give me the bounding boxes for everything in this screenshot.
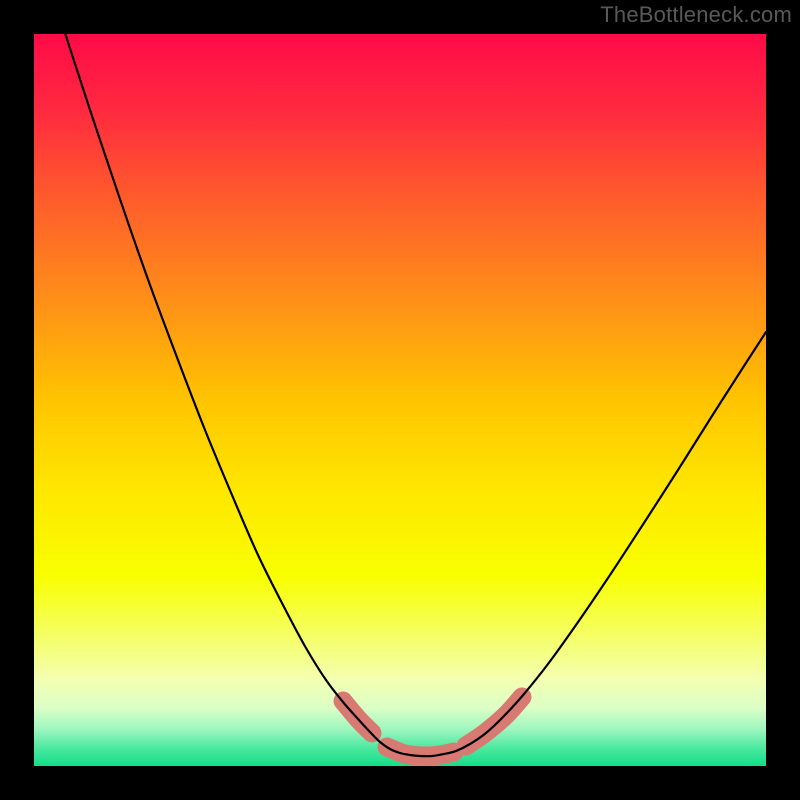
gradient-background xyxy=(34,34,766,766)
bottleneck-chart xyxy=(0,0,800,800)
viewport: TheBottleneck.com xyxy=(0,0,800,800)
watermark-text: TheBottleneck.com xyxy=(600,2,792,28)
